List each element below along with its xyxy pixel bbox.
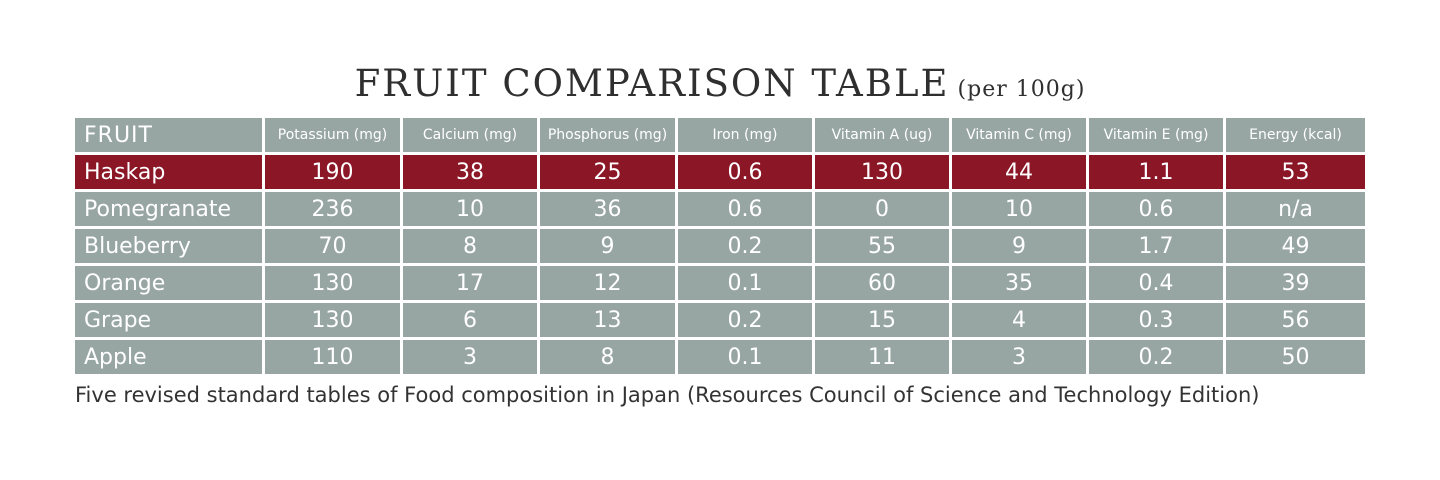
table-cell: 10 — [952, 192, 1086, 226]
table-cell: 130 — [265, 266, 400, 300]
table-cell: 11 — [815, 340, 949, 374]
table-cell: 39 — [1226, 266, 1365, 300]
table-cell: 9 — [952, 229, 1086, 263]
row-name-cell: Orange — [75, 266, 262, 300]
table-cell: 0.6 — [678, 192, 812, 226]
table-cell: 0.2 — [1089, 340, 1223, 374]
table-cell: 110 — [265, 340, 400, 374]
table-cell: 6 — [403, 303, 537, 337]
header-cell-vitamin-a: Vitamin A (ug) — [815, 118, 949, 152]
table-title: FRUIT COMPARISON TABLE (per 100g) — [0, 62, 1440, 105]
table-cell: 0.1 — [678, 266, 812, 300]
title-subtitle: (per 100g) — [957, 77, 1086, 102]
table-cell: 12 — [540, 266, 675, 300]
table-cell: 8 — [403, 229, 537, 263]
table-cell: 35 — [952, 266, 1086, 300]
table-cell: 236 — [265, 192, 400, 226]
table-cell: 17 — [403, 266, 537, 300]
table-cell: 130 — [815, 155, 949, 189]
table-cell: 13 — [540, 303, 675, 337]
row-name-cell: Haskap — [75, 155, 262, 189]
table-cell: 8 — [540, 340, 675, 374]
header-cell-calcium: Calcium (mg) — [403, 118, 537, 152]
header-cell-potassium: Potassium (mg) — [265, 118, 400, 152]
table-cell: 3 — [403, 340, 537, 374]
row-name-cell: Pomegranate — [75, 192, 262, 226]
table-cell: 0.1 — [678, 340, 812, 374]
table-cell: n/a — [1226, 192, 1365, 226]
table-cell: 190 — [265, 155, 400, 189]
title-main: FRUIT COMPARISON TABLE — [354, 62, 950, 105]
row-name-cell: Apple — [75, 340, 262, 374]
table-cell: 56 — [1226, 303, 1365, 337]
table-cell: 49 — [1226, 229, 1365, 263]
table-cell: 25 — [540, 155, 675, 189]
source-citation: Five revised standard tables of Food com… — [75, 383, 1260, 407]
header-cell-energy: Energy (kcal) — [1226, 118, 1365, 152]
table-cell: 0.2 — [678, 303, 812, 337]
table-cell: 55 — [815, 229, 949, 263]
table-cell: 0.2 — [678, 229, 812, 263]
fruit-table: FRUIT Potassium (mg) Calcium (mg) Phosph… — [75, 118, 1365, 374]
table-cell: 0.6 — [1089, 192, 1223, 226]
table-cell: 0 — [815, 192, 949, 226]
table-cell: 4 — [952, 303, 1086, 337]
table-cell: 3 — [952, 340, 1086, 374]
table-cell: 0.6 — [678, 155, 812, 189]
table-cell: 130 — [265, 303, 400, 337]
table-cell: 15 — [815, 303, 949, 337]
table-cell: 0.3 — [1089, 303, 1223, 337]
header-cell-fruit: FRUIT — [75, 118, 262, 152]
table-cell: 50 — [1226, 340, 1365, 374]
table-cell: 38 — [403, 155, 537, 189]
header-cell-vitamin-e: Vitamin E (mg) — [1089, 118, 1223, 152]
row-name-cell: Blueberry — [75, 229, 262, 263]
table-cell: 1.7 — [1089, 229, 1223, 263]
table-cell: 70 — [265, 229, 400, 263]
table-cell: 9 — [540, 229, 675, 263]
row-name-cell: Grape — [75, 303, 262, 337]
table-cell: 10 — [403, 192, 537, 226]
table-cell: 60 — [815, 266, 949, 300]
header-cell-iron: Iron (mg) — [678, 118, 812, 152]
header-cell-vitamin-c: Vitamin C (mg) — [952, 118, 1086, 152]
header-cell-phosphorus: Phosphorus (mg) — [540, 118, 675, 152]
table-cell: 0.4 — [1089, 266, 1223, 300]
table-cell: 36 — [540, 192, 675, 226]
table-cell: 1.1 — [1089, 155, 1223, 189]
table-cell: 44 — [952, 155, 1086, 189]
table-cell: 53 — [1226, 155, 1365, 189]
